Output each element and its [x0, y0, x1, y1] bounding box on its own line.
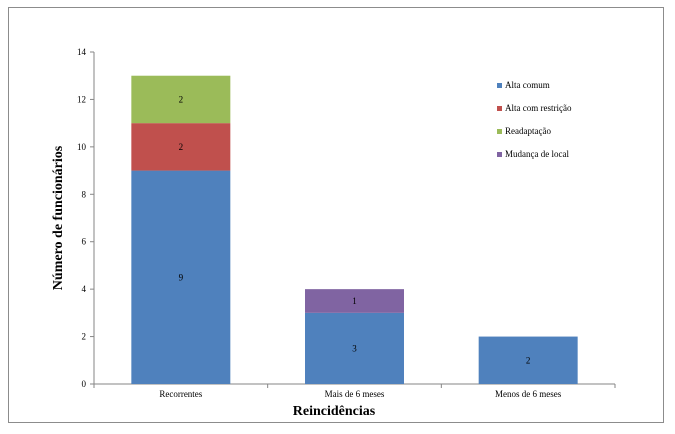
legend-label: Alta comum	[505, 80, 550, 90]
bar-segment	[131, 75, 231, 124]
legend-swatch	[497, 152, 502, 157]
y-tick-label: 8	[82, 189, 87, 199]
bar-segment	[305, 312, 404, 384]
bar-segment	[131, 170, 231, 384]
x-axis: Recorrentes Mais de 6 meses Menos de 6 mes…	[93, 383, 616, 399]
y-tick-label: 4	[82, 284, 87, 294]
legend-swatch	[497, 129, 502, 134]
y-axis: 0 2 4 6 8 10 12 14	[77, 47, 95, 389]
legend-label: Mudança de local	[505, 149, 569, 159]
bar-segment	[478, 336, 578, 384]
legend-swatch	[497, 83, 502, 88]
data-label: 2	[179, 142, 184, 152]
y-tick-label: 14	[77, 47, 87, 57]
x-axis-title: Reincidências	[293, 404, 376, 419]
data-label: 2	[526, 355, 531, 365]
bar-segment	[131, 123, 231, 171]
y-tick-label: 10	[77, 142, 87, 152]
bar-segment	[305, 289, 404, 313]
x-category-label: Recorrentes	[159, 389, 202, 399]
data-label: 9	[179, 272, 184, 282]
legend-swatch	[497, 106, 502, 111]
y-tick-label: 2	[82, 332, 87, 342]
y-axis-title: Número de funcionários	[51, 145, 66, 290]
x-category-label: Mais de 6 meses	[325, 389, 385, 399]
y-tick-label: 12	[77, 94, 86, 104]
data-label: 2	[179, 94, 184, 104]
x-category-label: Menos de 6 meses	[495, 389, 562, 399]
legend-label: Alta com restrição	[505, 103, 572, 113]
legend-label: Readaptação	[505, 126, 551, 136]
bars: 9 2 2 3 1 2	[131, 75, 578, 384]
legend: Alta comum Alta com restrição Readaptação M…	[497, 80, 572, 159]
y-tick-label: 0	[82, 379, 87, 389]
data-label: 1	[352, 296, 357, 306]
y-tick-label: 6	[82, 237, 87, 247]
data-label: 3	[352, 343, 357, 353]
